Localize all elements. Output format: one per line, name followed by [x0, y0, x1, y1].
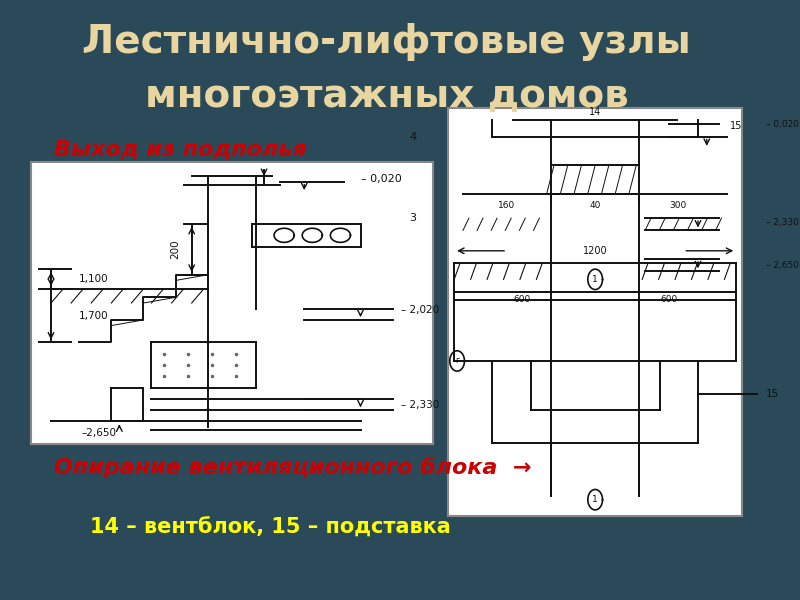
Text: Опирание вентиляционного блока  →: Опирание вентиляционного блока → [54, 458, 532, 478]
Text: 1,100: 1,100 [79, 274, 109, 284]
Text: – 2,330: – 2,330 [401, 400, 439, 410]
Text: 160: 160 [498, 202, 516, 211]
Text: 1: 1 [592, 275, 598, 284]
Text: 600: 600 [660, 295, 678, 304]
Text: г: г [455, 356, 459, 365]
Text: 1: 1 [592, 495, 598, 504]
Text: 15: 15 [730, 121, 742, 131]
Text: 1,700: 1,700 [79, 311, 109, 320]
Text: – 2,650: – 2,650 [766, 260, 798, 269]
Text: –2,650: –2,650 [82, 428, 117, 438]
Text: 15: 15 [766, 389, 778, 398]
Text: Выход из подполья: Выход из подполья [54, 140, 306, 160]
Text: – 2,020: – 2,020 [401, 305, 439, 315]
Text: 3: 3 [410, 213, 417, 223]
Text: – 0,020: – 0,020 [361, 174, 402, 184]
Bar [31, 162, 433, 444]
Text: – 0,020: – 0,020 [766, 120, 798, 129]
Text: – 2,330: – 2,330 [766, 218, 798, 227]
Text: Лестнично-лифтовые узлы: Лестнично-лифтовые узлы [82, 23, 691, 61]
Text: 14 – вентблок, 15 – подставка: 14 – вентблок, 15 – подставка [90, 518, 451, 538]
Text: многоэтажных домов: многоэтажных домов [145, 77, 628, 115]
Bar [448, 108, 742, 516]
Text: 200: 200 [170, 239, 181, 259]
Text: 300: 300 [669, 202, 686, 211]
Text: 4: 4 [410, 131, 417, 142]
Text: 14: 14 [589, 107, 602, 117]
Text: 40: 40 [590, 202, 601, 211]
Text: 1200: 1200 [583, 246, 607, 256]
Text: 600: 600 [513, 295, 530, 304]
